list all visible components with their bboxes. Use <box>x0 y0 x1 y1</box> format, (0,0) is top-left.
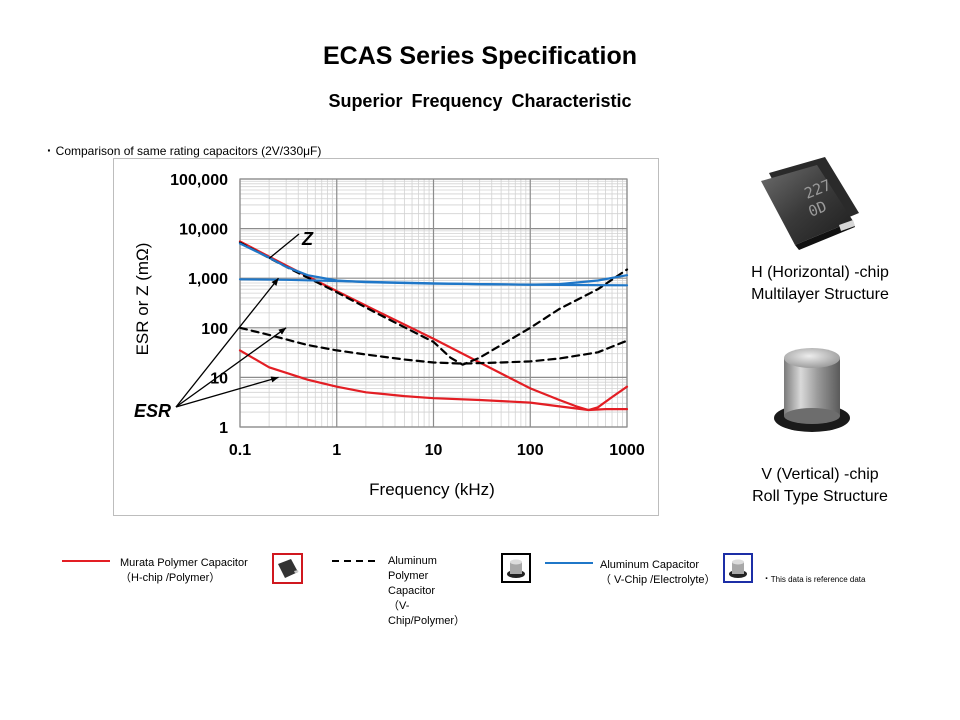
y-tick-label: 1 <box>219 420 228 437</box>
legend-swatch-murata <box>62 560 110 562</box>
annotation-esr-arrow <box>175 277 280 408</box>
legend-aluminum-line1: Aluminum Capacitor <box>600 559 700 571</box>
y-axis-label: ESR or Z (mΩ) <box>133 243 152 356</box>
comparison-note: · Comparison of same rating capacitors (2… <box>47 142 321 158</box>
y-tick-label: 10,000 <box>179 222 228 239</box>
v-chip-caption-line1: V (Vertical) -chip <box>761 466 879 483</box>
series-aluminum-esr <box>238 278 629 287</box>
legend-al-polymer-line1: Aluminum <box>388 555 437 567</box>
legend-icon-h-chip <box>272 553 303 584</box>
h-chip-mini-icon <box>278 559 299 578</box>
chart-annotations: Z ESR <box>134 229 314 421</box>
legend-murata-line1: Murata Polymer Capacitor <box>120 557 248 569</box>
page-subtitle: Superior Frequency Characteristic <box>328 91 632 111</box>
legend-label-aluminum-polymer: Aluminum Polymer Capacitor （V- Chip/Poly… <box>388 554 465 629</box>
x-tick-label: 0.1 <box>229 442 251 459</box>
legend-label-aluminum: Aluminum Capacitor （ V-Chip /Electrolyte… <box>600 558 716 588</box>
legend-label-murata: Murata Polymer Capacitor （H-chip /Polyme… <box>120 556 248 586</box>
x-tick-label: 1000 <box>609 442 645 459</box>
v-chip-photo <box>774 348 850 432</box>
annotation-esr-arrow <box>175 327 287 408</box>
annotation-arrowhead <box>278 327 287 335</box>
x-axis-label: Frequency (kHz) <box>369 480 495 499</box>
reference-note-text: This data is reference data <box>770 575 866 584</box>
legend-icon-v-chip-polymer <box>501 553 531 583</box>
legend-al-polymer-line3: Capacitor <box>388 585 436 597</box>
v-chip-mini-icon <box>507 559 525 578</box>
annotation-arrowhead <box>271 278 279 286</box>
series-murata-esr <box>238 349 629 412</box>
bullet-icon: · <box>765 573 769 585</box>
y-tick-label: 100,000 <box>170 172 228 189</box>
series-aluminum-polymer-esr <box>238 326 629 365</box>
annotation-esr-label: ESR <box>134 401 171 421</box>
h-chip-caption-line2: Multilayer Structure <box>751 286 889 303</box>
h-chip-marking-2: 0D <box>806 197 829 220</box>
annotation-z-label: Z <box>301 229 314 249</box>
reference-note: · This data is reference data <box>765 573 865 585</box>
y-tick-label: 1,000 <box>188 271 228 288</box>
v-chip-mini-icon-blue <box>729 559 747 578</box>
chart-grid <box>239 178 628 428</box>
series-aluminum-polymer-z <box>238 241 629 366</box>
page-title: ECAS Series Specification <box>322 42 637 70</box>
comparison-note-text: Comparison of same rating capacitors (2V… <box>55 144 322 158</box>
v-chip-caption: V (Vertical) -chip Roll Type Structure <box>700 464 940 508</box>
h-chip-caption-line1: H (Horizontal) -chip <box>751 264 889 281</box>
h-chip-caption: H (Horizontal) -chip Multilayer Structur… <box>700 262 940 306</box>
plot-area <box>239 178 628 428</box>
x-tick-label: 10 <box>425 442 443 459</box>
x-tick-label: 100 <box>517 442 544 459</box>
legend-swatch-aluminum-polymer <box>332 560 378 562</box>
annotation-arrowhead <box>270 376 279 383</box>
chart-series <box>238 240 629 412</box>
legend-al-polymer-line5: Chip/Polymer） <box>388 615 466 627</box>
v-chip-caption-line2: Roll Type Structure <box>752 488 888 505</box>
annotation-z-arrow <box>268 233 300 259</box>
legend-murata-line2: （H-chip /Polymer） <box>120 572 221 584</box>
legend-al-polymer-line2: Polymer <box>388 570 429 582</box>
legend-aluminum-line2: （ V-Chip /Electrolyte） <box>600 574 716 586</box>
legend-icon-v-chip-electrolyte <box>723 553 753 583</box>
h-chip-photo: 227 0D <box>761 157 859 250</box>
legend-al-polymer-line4: （V- <box>388 600 410 612</box>
y-tick-label: 100 <box>201 321 228 338</box>
x-tick-label: 1 <box>332 442 341 459</box>
annotation-esr-arrow <box>175 376 279 408</box>
bullet-icon: · <box>47 142 52 158</box>
legend-swatch-aluminum <box>545 562 593 564</box>
y-tick-label: 10 <box>210 370 228 387</box>
